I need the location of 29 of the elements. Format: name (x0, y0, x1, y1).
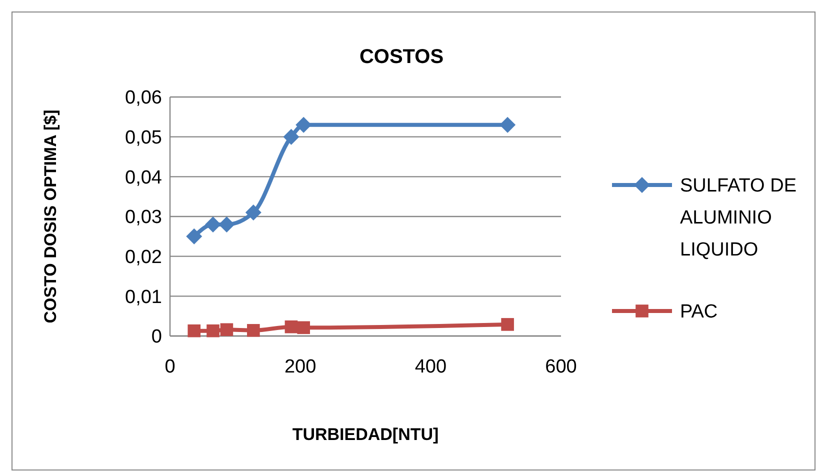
x-tick-label: 0 (164, 356, 176, 378)
y-tick-label: 0 (151, 326, 162, 348)
point (220, 323, 234, 336)
point (218, 216, 235, 232)
point (297, 321, 310, 334)
point (188, 324, 201, 338)
y-tick-label: 0,06 (125, 88, 162, 109)
legend-label: PAC (680, 302, 718, 323)
point (245, 204, 262, 221)
point (247, 324, 260, 337)
y-tick-label: 0,02 (125, 246, 162, 268)
x-axis-title: TURBIEDAD[NTU] (292, 425, 439, 444)
chart-title: COSTOS (359, 46, 444, 68)
point (284, 320, 298, 334)
y-tick-label: 0,01 (125, 286, 162, 308)
y-tick-label: 0,05 (125, 127, 162, 148)
point (500, 116, 516, 133)
point (186, 228, 202, 244)
y-tick-label: 0,04 (125, 167, 162, 188)
point (501, 318, 514, 331)
point (296, 116, 312, 133)
x-tick-label: 400 (414, 356, 447, 378)
x-tick-label: 200 (284, 356, 316, 378)
x-tick-label: 600 (545, 356, 577, 378)
point (206, 324, 220, 338)
point (283, 128, 300, 145)
y-tick-label: 0,03 (125, 207, 162, 228)
y-axis-title: COSTO DOSIS OPTIMA [$] (41, 110, 60, 324)
legend-label: SULFATO DE ALUMINIO LIQUIDO (680, 176, 796, 261)
